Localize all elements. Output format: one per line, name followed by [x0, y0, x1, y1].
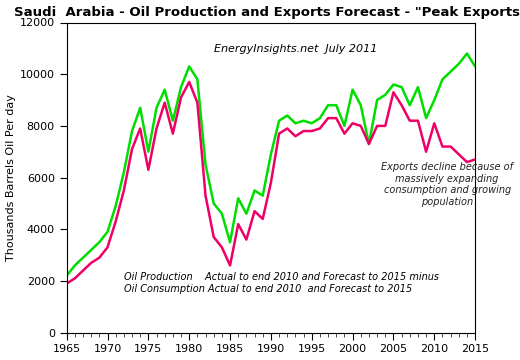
Y-axis label: Thousands Barrels Oil Per day: Thousands Barrels Oil Per day	[6, 94, 16, 261]
Text: Exports decline because of
massively expanding
consumption and growing
populatio: Exports decline because of massively exp…	[381, 162, 513, 207]
Text: Oil Production    Actual to end 2010 and Forecast to 2015 minus
Oil Consumption : Oil Production Actual to end 2010 and Fo…	[124, 272, 439, 294]
Text: EnergyInsights.net  July 2011: EnergyInsights.net July 2011	[214, 44, 377, 54]
Title: Saudi  Arabia - Oil Production and Exports Forecast - "Peak Exports": Saudi Arabia - Oil Production and Export…	[15, 5, 520, 19]
